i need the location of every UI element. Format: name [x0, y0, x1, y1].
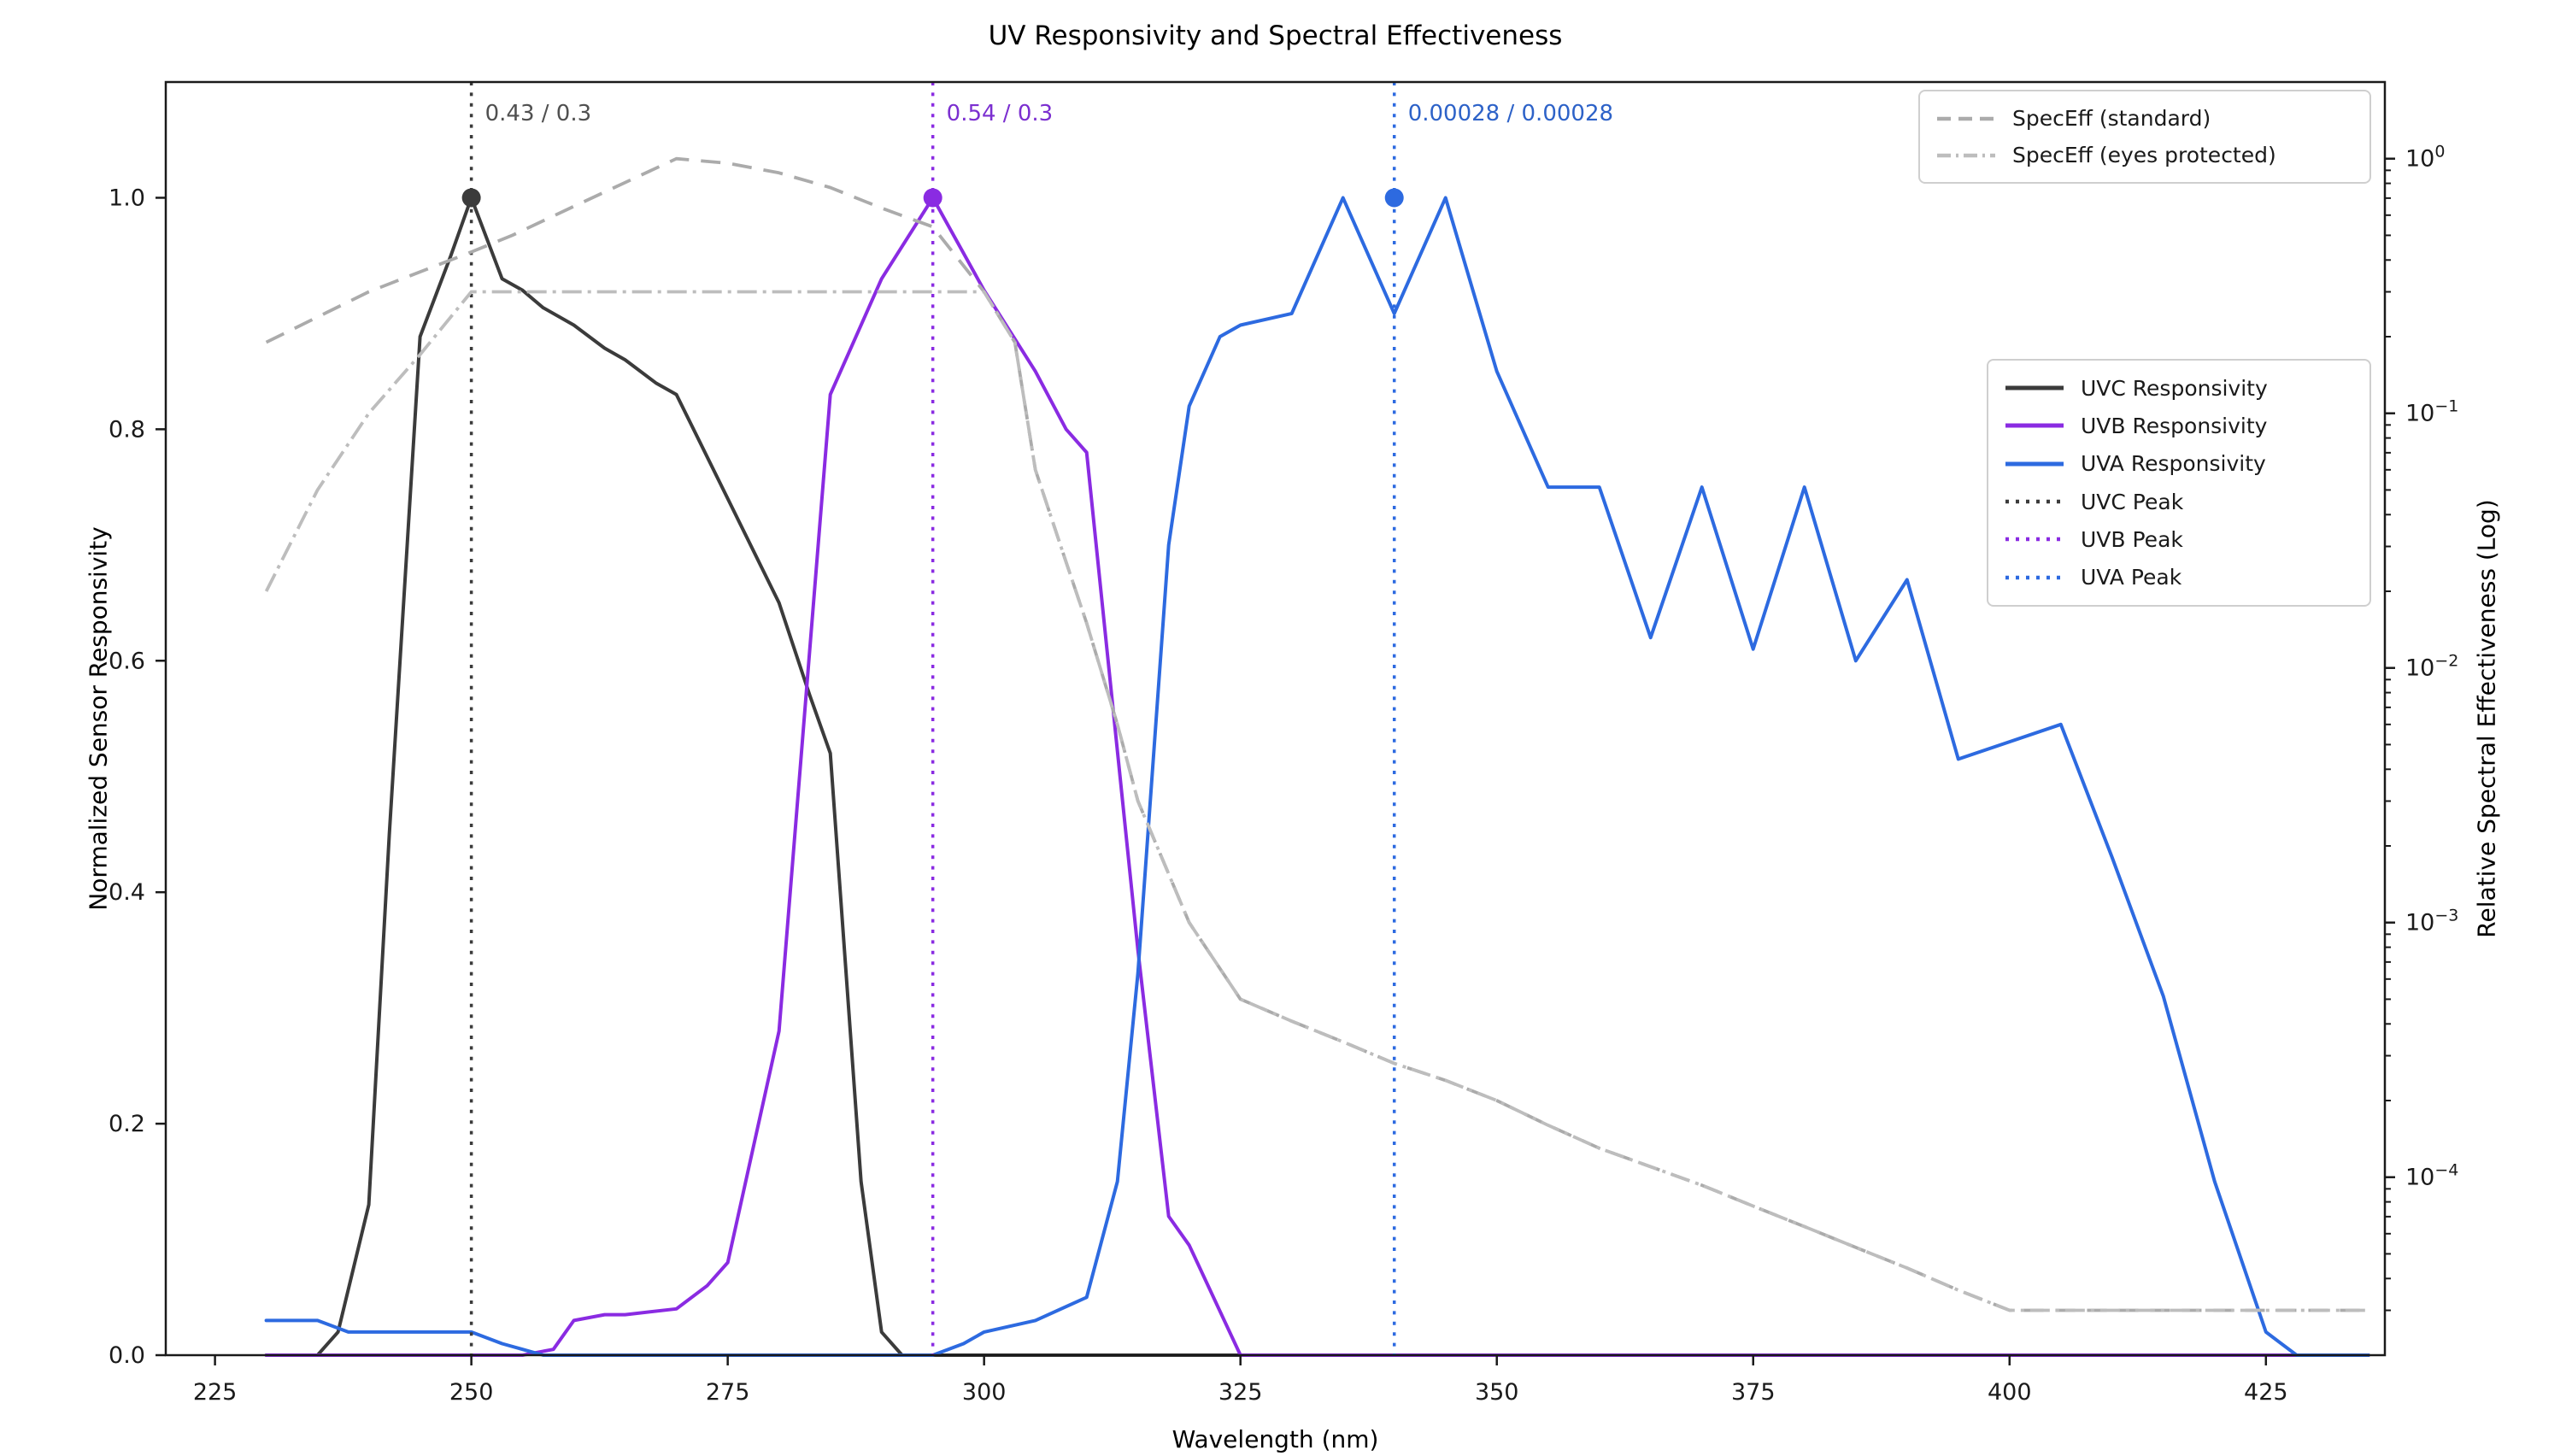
- x-tick-label-225: 225: [193, 1379, 238, 1406]
- legend-speceff-item-1: SpecEff (eyes protected): [1935, 143, 2354, 167]
- uvb-peak-marker: [923, 188, 942, 208]
- y-right-tick-label-1e0: 100: [2405, 143, 2445, 173]
- speceff-eyes-protected-curve: [264, 290, 2369, 1312]
- y-right-tick-label-1e-3: 10−3: [2405, 907, 2458, 936]
- x-tick-label-300: 300: [962, 1379, 1007, 1406]
- uvb-responsivity-curve: [264, 196, 2370, 1357]
- uva-peak-line-sample-icon: [2005, 575, 2064, 580]
- legend-label: UVB Responsivity: [2081, 413, 2268, 438]
- y-left-tick-label-0.2: 0.2: [109, 1111, 145, 1137]
- legend-label: SpecEff (eyes protected): [2012, 143, 2276, 167]
- speceff-eyes-protected--line-sample-icon: [1937, 153, 1995, 157]
- x-tick-label-250: 250: [449, 1379, 494, 1406]
- legend-main-item-0: UVC Responsivity: [2004, 376, 2354, 401]
- y-left-tick-label-0.0: 0.0: [109, 1342, 145, 1369]
- uvc-peak-marker: [461, 188, 481, 208]
- y-right-tick-label-1e-2: 10−2: [2405, 652, 2458, 682]
- legend-label: UVC Responsivity: [2081, 375, 2268, 401]
- uva-responsivity-line-sample-icon: [2005, 461, 2064, 467]
- axes-spines: [164, 80, 2387, 1357]
- peak-annotation-250nm: 0.43 / 0.3: [484, 101, 592, 126]
- x-tick-label-275: 275: [706, 1379, 750, 1406]
- x-tick-label-325: 325: [1218, 1379, 1263, 1406]
- uva-peak-marker: [1384, 188, 1404, 208]
- legend-main-item-2: UVA Responsivity: [2004, 451, 2354, 476]
- y-left-tick-label-0.4: 0.4: [109, 879, 145, 906]
- peak-annotation-340nm: 0.00028 / 0.00028: [1407, 101, 1614, 126]
- x-tick-label-425: 425: [2244, 1379, 2288, 1406]
- speceff-standard--line-sample-icon: [1937, 116, 1995, 120]
- uvb-peak-line-sample-icon: [2005, 537, 2064, 542]
- legend-main-item-4: UVB Peak: [2004, 527, 2354, 552]
- legend-main: UVC Responsivity UVB Responsivity UVA Resp…: [1987, 359, 2371, 607]
- x-tick-label-350: 350: [1475, 1379, 1519, 1406]
- y-left-tick-label-0.6: 0.6: [109, 648, 145, 674]
- chart-title: UV Responsivity and Spectral Effectivene…: [988, 21, 1563, 51]
- plot-area: [166, 82, 2385, 1355]
- legend-speceff: SpecEff (standard) SpecEff (eyes protecte…: [1918, 90, 2371, 184]
- y-left-tick-label-1.0: 1.0: [109, 185, 145, 211]
- x-tick-label-400: 400: [1988, 1379, 2032, 1406]
- x-axis-label: Wavelength (nm): [1171, 1425, 1379, 1453]
- legend-label: UVC Peak: [2081, 489, 2184, 514]
- x-tick-label-375: 375: [1731, 1379, 1776, 1406]
- y-axis-left-label: Normalized Sensor Responsivity: [84, 526, 113, 911]
- y-right-tick-label-1e-1: 10−1: [2405, 397, 2458, 427]
- legend-main-item-1: UVB Responsivity: [2004, 414, 2354, 438]
- peak-annotation-295nm: 0.54 / 0.3: [946, 101, 1054, 126]
- y-right-tick-label-1e-4: 10−4: [2405, 1161, 2458, 1191]
- y-left-tick-label-0.8: 0.8: [109, 416, 145, 443]
- legend-speceff-item-0: SpecEff (standard): [1935, 106, 2354, 131]
- uvb-responsivity-line-sample-icon: [2005, 423, 2064, 428]
- legend-main-item-5: UVA Peak: [2004, 565, 2354, 590]
- y-axis-right-label: Relative Spectral Effectiveness (Log): [2472, 499, 2501, 938]
- legend-main-item-3: UVC Peak: [2004, 490, 2354, 514]
- uvc-responsivity-line-sample-icon: [2005, 385, 2064, 390]
- legend-label: SpecEff (standard): [2012, 106, 2211, 131]
- legend-label: UVA Responsivity: [2081, 451, 2266, 477]
- legend-label: UVA Peak: [2081, 565, 2182, 590]
- uvc-peak-line-sample-icon: [2005, 499, 2064, 504]
- legend-label: UVB Peak: [2081, 526, 2183, 552]
